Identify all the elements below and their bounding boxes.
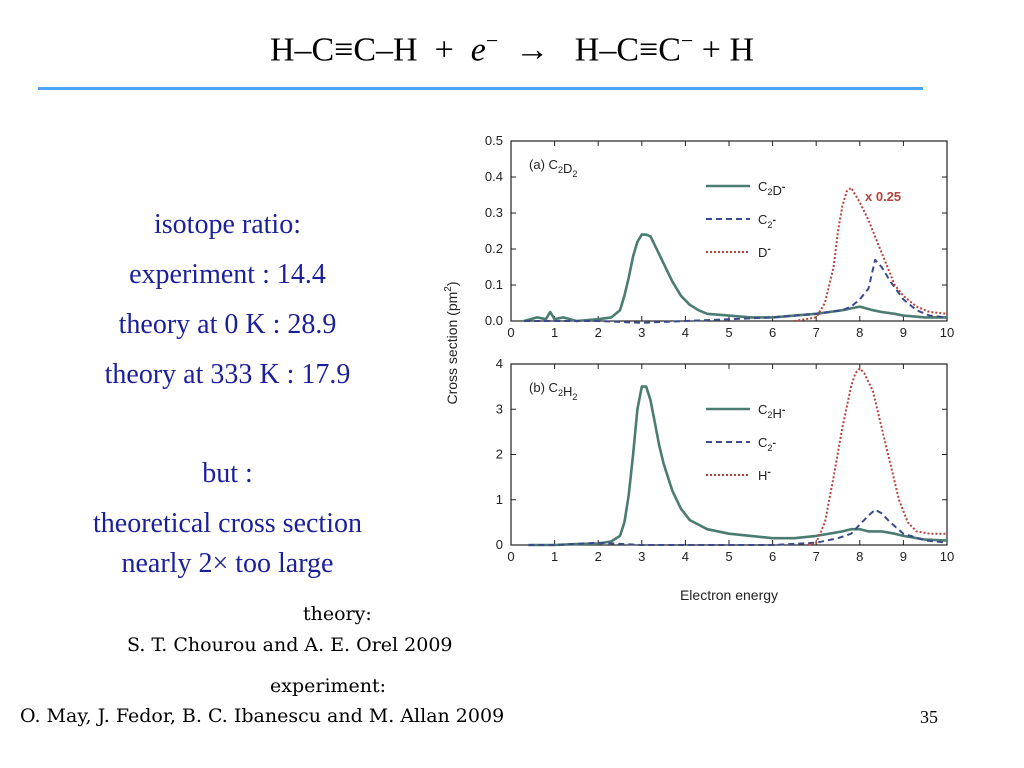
panel-label: (a) C2D2 [529, 157, 577, 179]
y-tick-label: 0.1 [485, 277, 503, 292]
x-tick-label: 1 [551, 325, 558, 340]
x-tick-label: 5 [725, 549, 732, 564]
series-line-h [807, 367, 947, 546]
plot-frame-0 [510, 140, 948, 322]
x-axis-label: Electron energy [680, 587, 778, 603]
legend-label: C2- [758, 212, 776, 230]
y-tick-label: 4 [496, 356, 503, 371]
y-tick-label: 2 [496, 447, 503, 462]
x-tick-label: 8 [856, 325, 863, 340]
x-tick-label: 2 [595, 325, 602, 340]
x-tick-label: 2 [595, 549, 602, 564]
y-tick-label: 3 [496, 401, 503, 416]
plus-sign: + [434, 31, 454, 69]
conclusion-line-2: nearly 2× too large [121, 548, 334, 579]
cross-section-chart: 0 1 2 3 4 5 6 7 8 9 100.00.10.20.30.40.5(a) C2D2C2… [443, 133, 954, 603]
y-tick-label: 0.2 [485, 241, 503, 256]
theory-0k-value: theory at 0 K : 28.9 [118, 309, 337, 340]
scale-annotation: x 0.25 [865, 189, 901, 204]
experiment-value: experiment : 14.4 [129, 259, 326, 290]
page-number: 35 [920, 707, 938, 727]
legend-label: H- [758, 467, 771, 483]
x-tick-label: 0 [507, 549, 514, 564]
y-tick-label: 0.5 [485, 133, 503, 148]
x-tick-label: 0 [507, 325, 514, 340]
electron-charge: − [485, 28, 499, 53]
x-tick-label: 10 [940, 325, 954, 340]
legend-label: C2D- [758, 179, 786, 198]
x-tick-label: 1 [551, 549, 558, 564]
y-tick-label: 0.0 [485, 313, 503, 328]
product-anion: H–C≡C [574, 31, 681, 69]
x-tick-label: 6 [769, 325, 776, 340]
x-tick-label: 3 [638, 549, 645, 564]
but-label: but : [202, 458, 253, 489]
isotope-ratio-heading: isotope ratio: [154, 209, 301, 240]
x-tick-label: 7 [813, 549, 820, 564]
x-tick-label: 8 [856, 549, 863, 564]
y-tick-label: 1 [496, 492, 503, 507]
theory-label: theory: [303, 603, 372, 625]
x-tick-label: 10 [940, 549, 954, 564]
series-line-c2 [524, 258, 948, 324]
x-tick-label: 9 [900, 325, 907, 340]
experiment-reference: O. May, J. Fedor, B. C. Ibanescu and M. … [20, 705, 505, 727]
series-line-d [794, 186, 948, 322]
x-tick-label: 5 [725, 325, 732, 340]
x-tick-label: 9 [900, 549, 907, 564]
x-tick-label: 4 [682, 325, 689, 340]
title-divider [38, 87, 923, 90]
electron-symbol: e [470, 31, 486, 69]
legend-label: C2H- [758, 402, 786, 421]
y-axis-label: Cross section (pm2) [443, 281, 460, 404]
y-tick-label: 0 [496, 537, 503, 552]
reactant: H–C≡C–H [269, 31, 418, 69]
product-hydrogen: H [729, 31, 755, 69]
series-line-c2d [523, 233, 947, 323]
x-tick-label: 4 [682, 549, 689, 564]
x-tick-label: 3 [638, 325, 645, 340]
y-tick-label: 0.3 [485, 205, 503, 220]
experiment-label: experiment: [270, 675, 387, 697]
theory-333k-value: theory at 333 K : 17.9 [104, 359, 351, 390]
reaction-arrow: → [515, 31, 550, 69]
slide-title: H–C≡C–H + e− → H–C≡C− + H [0, 28, 1024, 69]
theory-reference: S. T. Chourou and A. E. Orel 2009 [127, 634, 453, 656]
y-tick-label: 0.4 [485, 169, 503, 184]
legend-label: D- [758, 244, 771, 260]
series-line-c2h [528, 385, 948, 547]
series-line-c2 [528, 508, 948, 546]
plus-sign-2: + [701, 31, 721, 69]
anion-charge: − [680, 28, 694, 53]
x-tick-label: 6 [769, 549, 776, 564]
legend-label: C2- [758, 435, 776, 453]
x-tick-label: 7 [813, 325, 820, 340]
panel-label: (b) C2H2 [529, 380, 577, 402]
conclusion-line-1: theoretical cross section [92, 508, 362, 539]
